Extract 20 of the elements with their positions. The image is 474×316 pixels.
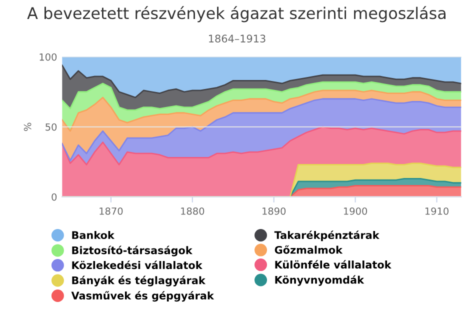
legend-label: Könyvnyomdák <box>275 275 364 286</box>
legend-label: Vasművek és gépgyárak <box>71 291 214 302</box>
legend-label: Gőzmalmok <box>274 245 343 254</box>
legend-label: Bankok <box>72 230 115 240</box>
x-tick-label: 1890 <box>262 207 286 215</box>
x-tick-label: 1880 <box>181 207 204 215</box>
x-tick-label: 1900 <box>344 207 368 215</box>
y-axis-title: % <box>24 122 32 131</box>
chart-subtitle: 1864–1913 <box>209 34 266 43</box>
y-tick-label: 0 <box>52 193 57 201</box>
y-tick-label: 50 <box>46 123 57 131</box>
legend-label: Takarékpénztárak <box>274 230 380 242</box>
chart-title: A bevezetett részvények ágazat szerinti megoszlása <box>27 6 446 22</box>
x-tick-label: 1910 <box>425 207 448 215</box>
legend-label: Közlekedési vállalatok <box>72 260 202 270</box>
y-tick-label: 100 <box>40 53 57 61</box>
legend-label: Biztosító-társaságok <box>72 246 193 256</box>
legend-label: Bányák és téglagyárak <box>72 276 206 286</box>
x-tick-label: 1870 <box>100 207 123 215</box>
legend-label: Különféle vállalatok <box>275 260 392 269</box>
